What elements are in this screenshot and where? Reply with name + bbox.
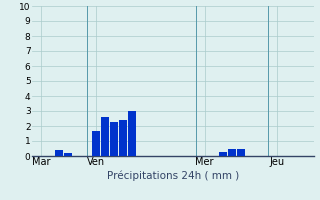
- Bar: [92, 130, 100, 156]
- X-axis label: Précipitations 24h ( mm ): Précipitations 24h ( mm ): [107, 170, 239, 181]
- Bar: [64, 153, 72, 156]
- Bar: [219, 152, 227, 156]
- Bar: [101, 117, 109, 156]
- Bar: [237, 149, 245, 156]
- Bar: [128, 111, 136, 156]
- Bar: [228, 149, 236, 156]
- Bar: [55, 150, 63, 156]
- Bar: [110, 121, 118, 156]
- Bar: [119, 120, 127, 156]
